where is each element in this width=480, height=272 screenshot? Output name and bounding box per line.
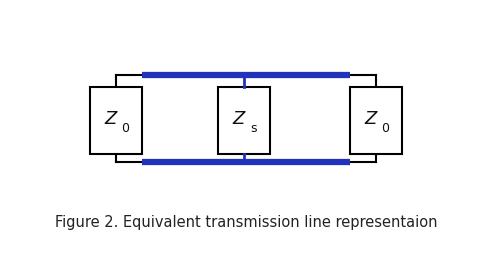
Text: 0: 0 — [121, 122, 129, 135]
Text: 0: 0 — [382, 122, 389, 135]
Text: Z: Z — [104, 110, 117, 128]
Text: Z: Z — [232, 110, 245, 128]
Text: Figure 2. Equivalent transmission line representaion: Figure 2. Equivalent transmission line r… — [55, 215, 437, 230]
Text: s: s — [250, 122, 257, 135]
Text: Z: Z — [364, 110, 377, 128]
Bar — [90, 87, 142, 154]
Bar — [350, 87, 402, 154]
Bar — [218, 87, 270, 154]
